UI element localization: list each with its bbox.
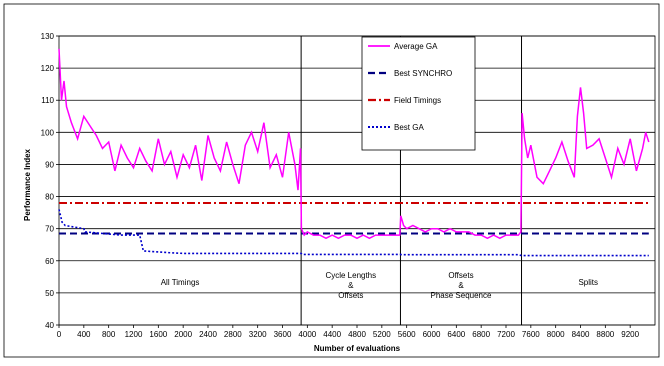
legend: Average GA Best SYNCHRO Field Timings Best …: [361, 36, 476, 151]
y-axis: 40 50 60 70 80 90 100 110 120 130: [41, 32, 59, 330]
x-tick-label: 5600: [398, 330, 416, 339]
x-tick-label: 6400: [447, 330, 465, 339]
legend-box: [361, 36, 476, 151]
series-line-best-ga: [58, 209, 649, 257]
x-tick-label: 4800: [348, 330, 366, 339]
x-tick-label: 2000: [174, 330, 192, 339]
legend-label: Best SYNCHRO: [394, 69, 452, 78]
series-line-average-ga: [58, 48, 650, 240]
x-tick-label: 0: [57, 330, 62, 339]
y-tick-label: 40: [45, 321, 54, 330]
phase-label: Offsets: [338, 291, 363, 300]
series-layer: [58, 48, 650, 257]
y-tick-label: 90: [45, 160, 54, 169]
y-tick-label: 100: [41, 128, 55, 137]
y-axis-label: Performance Index: [23, 148, 32, 221]
x-tick-label: 5200: [373, 330, 391, 339]
y-tick-label: 110: [41, 96, 54, 105]
y-tick-label: 60: [45, 257, 54, 266]
x-axis: 0 400 800 1200 1600 2000 2400 2800 3200 3600 4000 4…: [57, 325, 640, 339]
x-tick-label: 4400: [323, 330, 341, 339]
x-tick-label: 400: [77, 330, 91, 339]
x-tick-label: 3600: [274, 330, 292, 339]
legend-label: Average GA: [394, 42, 438, 51]
phase-label: Splits: [578, 278, 598, 287]
x-tick-label: 9200: [621, 330, 639, 339]
x-tick-label: 2400: [199, 330, 217, 339]
x-axis-label: Number of evaluations: [314, 344, 401, 353]
phase-label: Offsets: [448, 271, 473, 280]
x-tick-label: 8000: [547, 330, 565, 339]
y-tick-label: 130: [41, 32, 55, 41]
x-tick-label: 1200: [125, 330, 143, 339]
phase-label: Cycle Lengths: [325, 271, 376, 280]
legend-label: Best GA: [394, 123, 424, 132]
phase-label: &: [458, 281, 464, 290]
y-tick-label: 70: [45, 225, 54, 234]
x-tick-label: 6800: [472, 330, 490, 339]
phase-label: &: [348, 281, 354, 290]
x-tick-label: 3200: [249, 330, 267, 339]
y-tick-label: 80: [45, 193, 54, 202]
x-tick-label: 8400: [572, 330, 590, 339]
x-tick-label: 7600: [522, 330, 540, 339]
x-tick-label: 2800: [224, 330, 242, 339]
chart-border: [3, 3, 660, 358]
x-tick-label: 800: [102, 330, 116, 339]
phase-label: Phase Sequence: [431, 291, 492, 300]
x-tick-label: 1600: [149, 330, 167, 339]
x-tick-label: 4000: [298, 330, 316, 339]
y-tick-label: 50: [45, 289, 54, 298]
legend-label: Field Timings: [394, 96, 441, 105]
phase-label: All Timings: [161, 278, 200, 287]
x-tick-label: 6000: [423, 330, 441, 339]
x-tick-label: 7200: [497, 330, 515, 339]
y-tick-label: 120: [41, 64, 55, 73]
x-tick-label: 8800: [596, 330, 614, 339]
